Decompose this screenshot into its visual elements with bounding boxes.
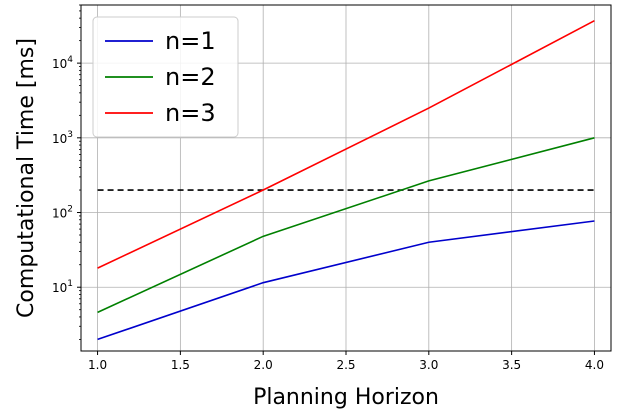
x-axis-ticks: 1.0 1.5 2.0 2.5 3.0 3.5 4.0 <box>88 351 604 372</box>
grid <box>81 5 611 351</box>
x-tick-label: 2.5 <box>336 358 355 372</box>
y-tick-label: 101 <box>52 279 73 295</box>
x-tick-label: 4.0 <box>585 358 604 372</box>
x-tick-label: 1.5 <box>171 358 190 372</box>
plot-frame <box>80 4 612 352</box>
x-axis-label: Planning Horizon <box>253 385 439 410</box>
series-line-n=1 <box>97 220 595 341</box>
legend-label-n=2: n=2 <box>165 63 216 91</box>
x-tick-label: 3.5 <box>502 358 521 372</box>
legend-label-n=3: n=3 <box>165 99 216 127</box>
y-axis-ticks: 101 102 103 104 <box>52 4 81 340</box>
legend-box <box>92 16 239 138</box>
series-group <box>97 19 595 341</box>
y-tick-label: 104 <box>52 55 73 71</box>
legend-label-n=1: n=1 <box>165 27 216 55</box>
series-line-n=2 <box>97 137 595 314</box>
y-tick-label: 102 <box>52 205 73 221</box>
y-axis-label: Computational Time [ms] <box>14 38 39 318</box>
y-tick-label: 103 <box>52 130 73 146</box>
legend: n=1 n=2 n=3 <box>92 16 239 138</box>
x-tick-label: 3.0 <box>419 358 438 372</box>
x-tick-label: 2.0 <box>254 358 273 372</box>
x-tick-label: 1.0 <box>88 358 107 372</box>
series-line-n=3 <box>97 19 595 269</box>
